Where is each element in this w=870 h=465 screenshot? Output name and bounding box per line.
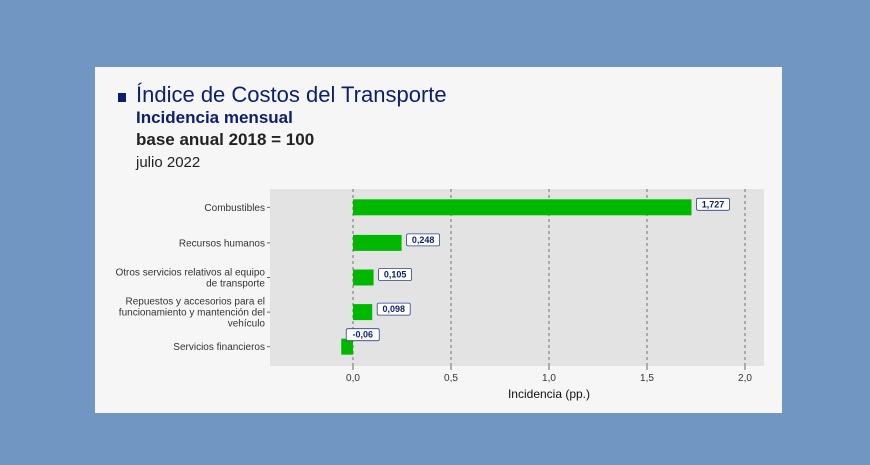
bar [353, 234, 402, 251]
bullet-icon [118, 93, 126, 102]
bar [353, 269, 374, 286]
data-label-box [378, 268, 412, 281]
category-label: Otros servicios relativos al equipo [115, 268, 265, 279]
category-label: de transporte [206, 279, 265, 290]
page-title: Índice de Costos del Transporte [136, 82, 447, 107]
data-label: 1,727 [702, 199, 725, 209]
x-tick-label: 2,0 [738, 373, 752, 384]
data-label: 0,098 [382, 304, 405, 314]
date-label: julio 2022 [136, 154, 201, 171]
bar [353, 199, 692, 216]
category-label: vehículo [228, 319, 266, 330]
category-label: Recursos humanos [179, 238, 265, 249]
data-label-box [376, 302, 411, 316]
data-label: 0,105 [384, 270, 407, 280]
category-label: funcionamiento y mantención del [119, 308, 265, 319]
bar [341, 338, 353, 355]
data-label: 0,248 [412, 235, 435, 245]
x-axis-title: Incidencia (pp.) [508, 387, 590, 401]
x-tick-label: 1,5 [640, 373, 654, 384]
page-subtitle: Incidencia mensual [136, 108, 293, 127]
base-note: base anual 2018 = 100 [136, 130, 315, 149]
data-label-box [696, 197, 730, 211]
data-label-box [406, 233, 441, 247]
data-label: -0,06 [352, 330, 373, 340]
x-tick-label: 0,5 [444, 373, 458, 384]
category-label: Repuestos y accesorios para el [125, 297, 265, 308]
bar [353, 304, 373, 321]
x-tick-label: 1,0 [542, 373, 556, 384]
category-label: Combustibles [204, 203, 265, 214]
data-label-box [345, 328, 380, 342]
category-label: Servicios financieros [173, 342, 265, 353]
x-tick-label: 0,0 [346, 373, 360, 384]
